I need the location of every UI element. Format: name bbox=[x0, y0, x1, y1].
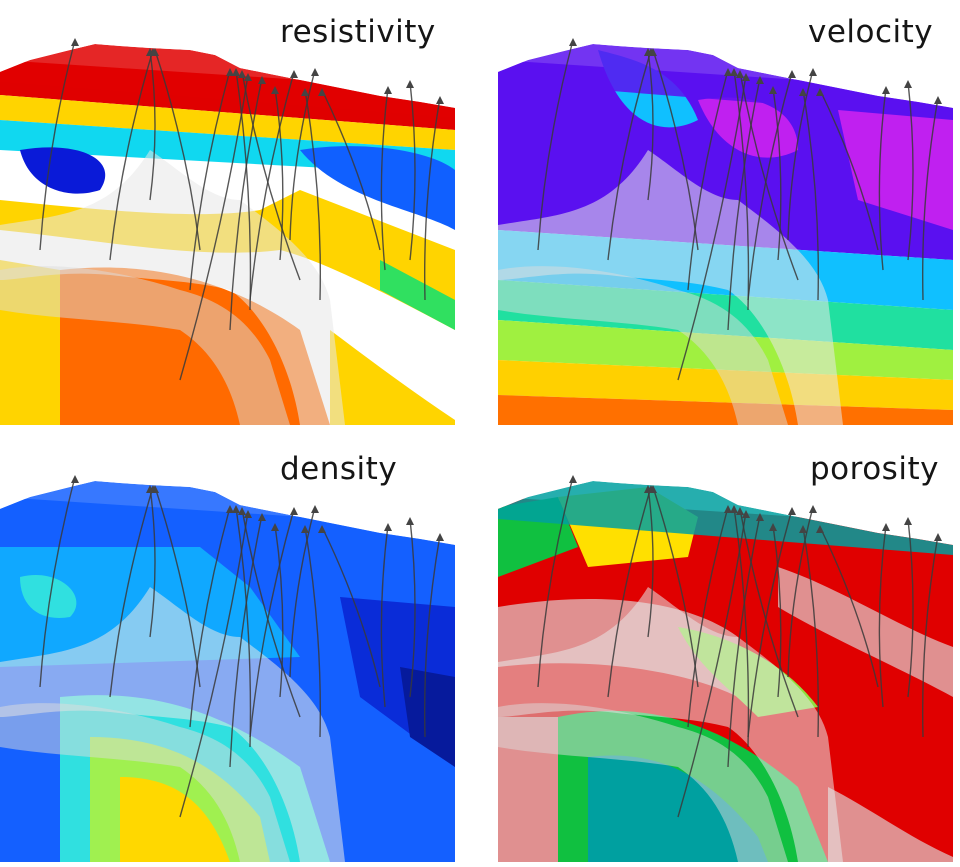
velocity-volume-render bbox=[498, 38, 953, 425]
density-volume-render bbox=[0, 475, 455, 862]
porosity-panel: porosity bbox=[498, 437, 958, 867]
resistivity-panel: resistivity bbox=[0, 0, 460, 430]
velocity-panel: velocity bbox=[498, 0, 958, 430]
density-panel: density bbox=[0, 437, 460, 867]
resistivity-label: resistivity bbox=[280, 14, 436, 50]
porosity-label: porosity bbox=[810, 451, 939, 487]
porosity-volume-render bbox=[498, 475, 953, 862]
velocity-label: velocity bbox=[808, 14, 934, 50]
resistivity-volume-render bbox=[0, 38, 455, 425]
density-label: density bbox=[280, 451, 398, 487]
